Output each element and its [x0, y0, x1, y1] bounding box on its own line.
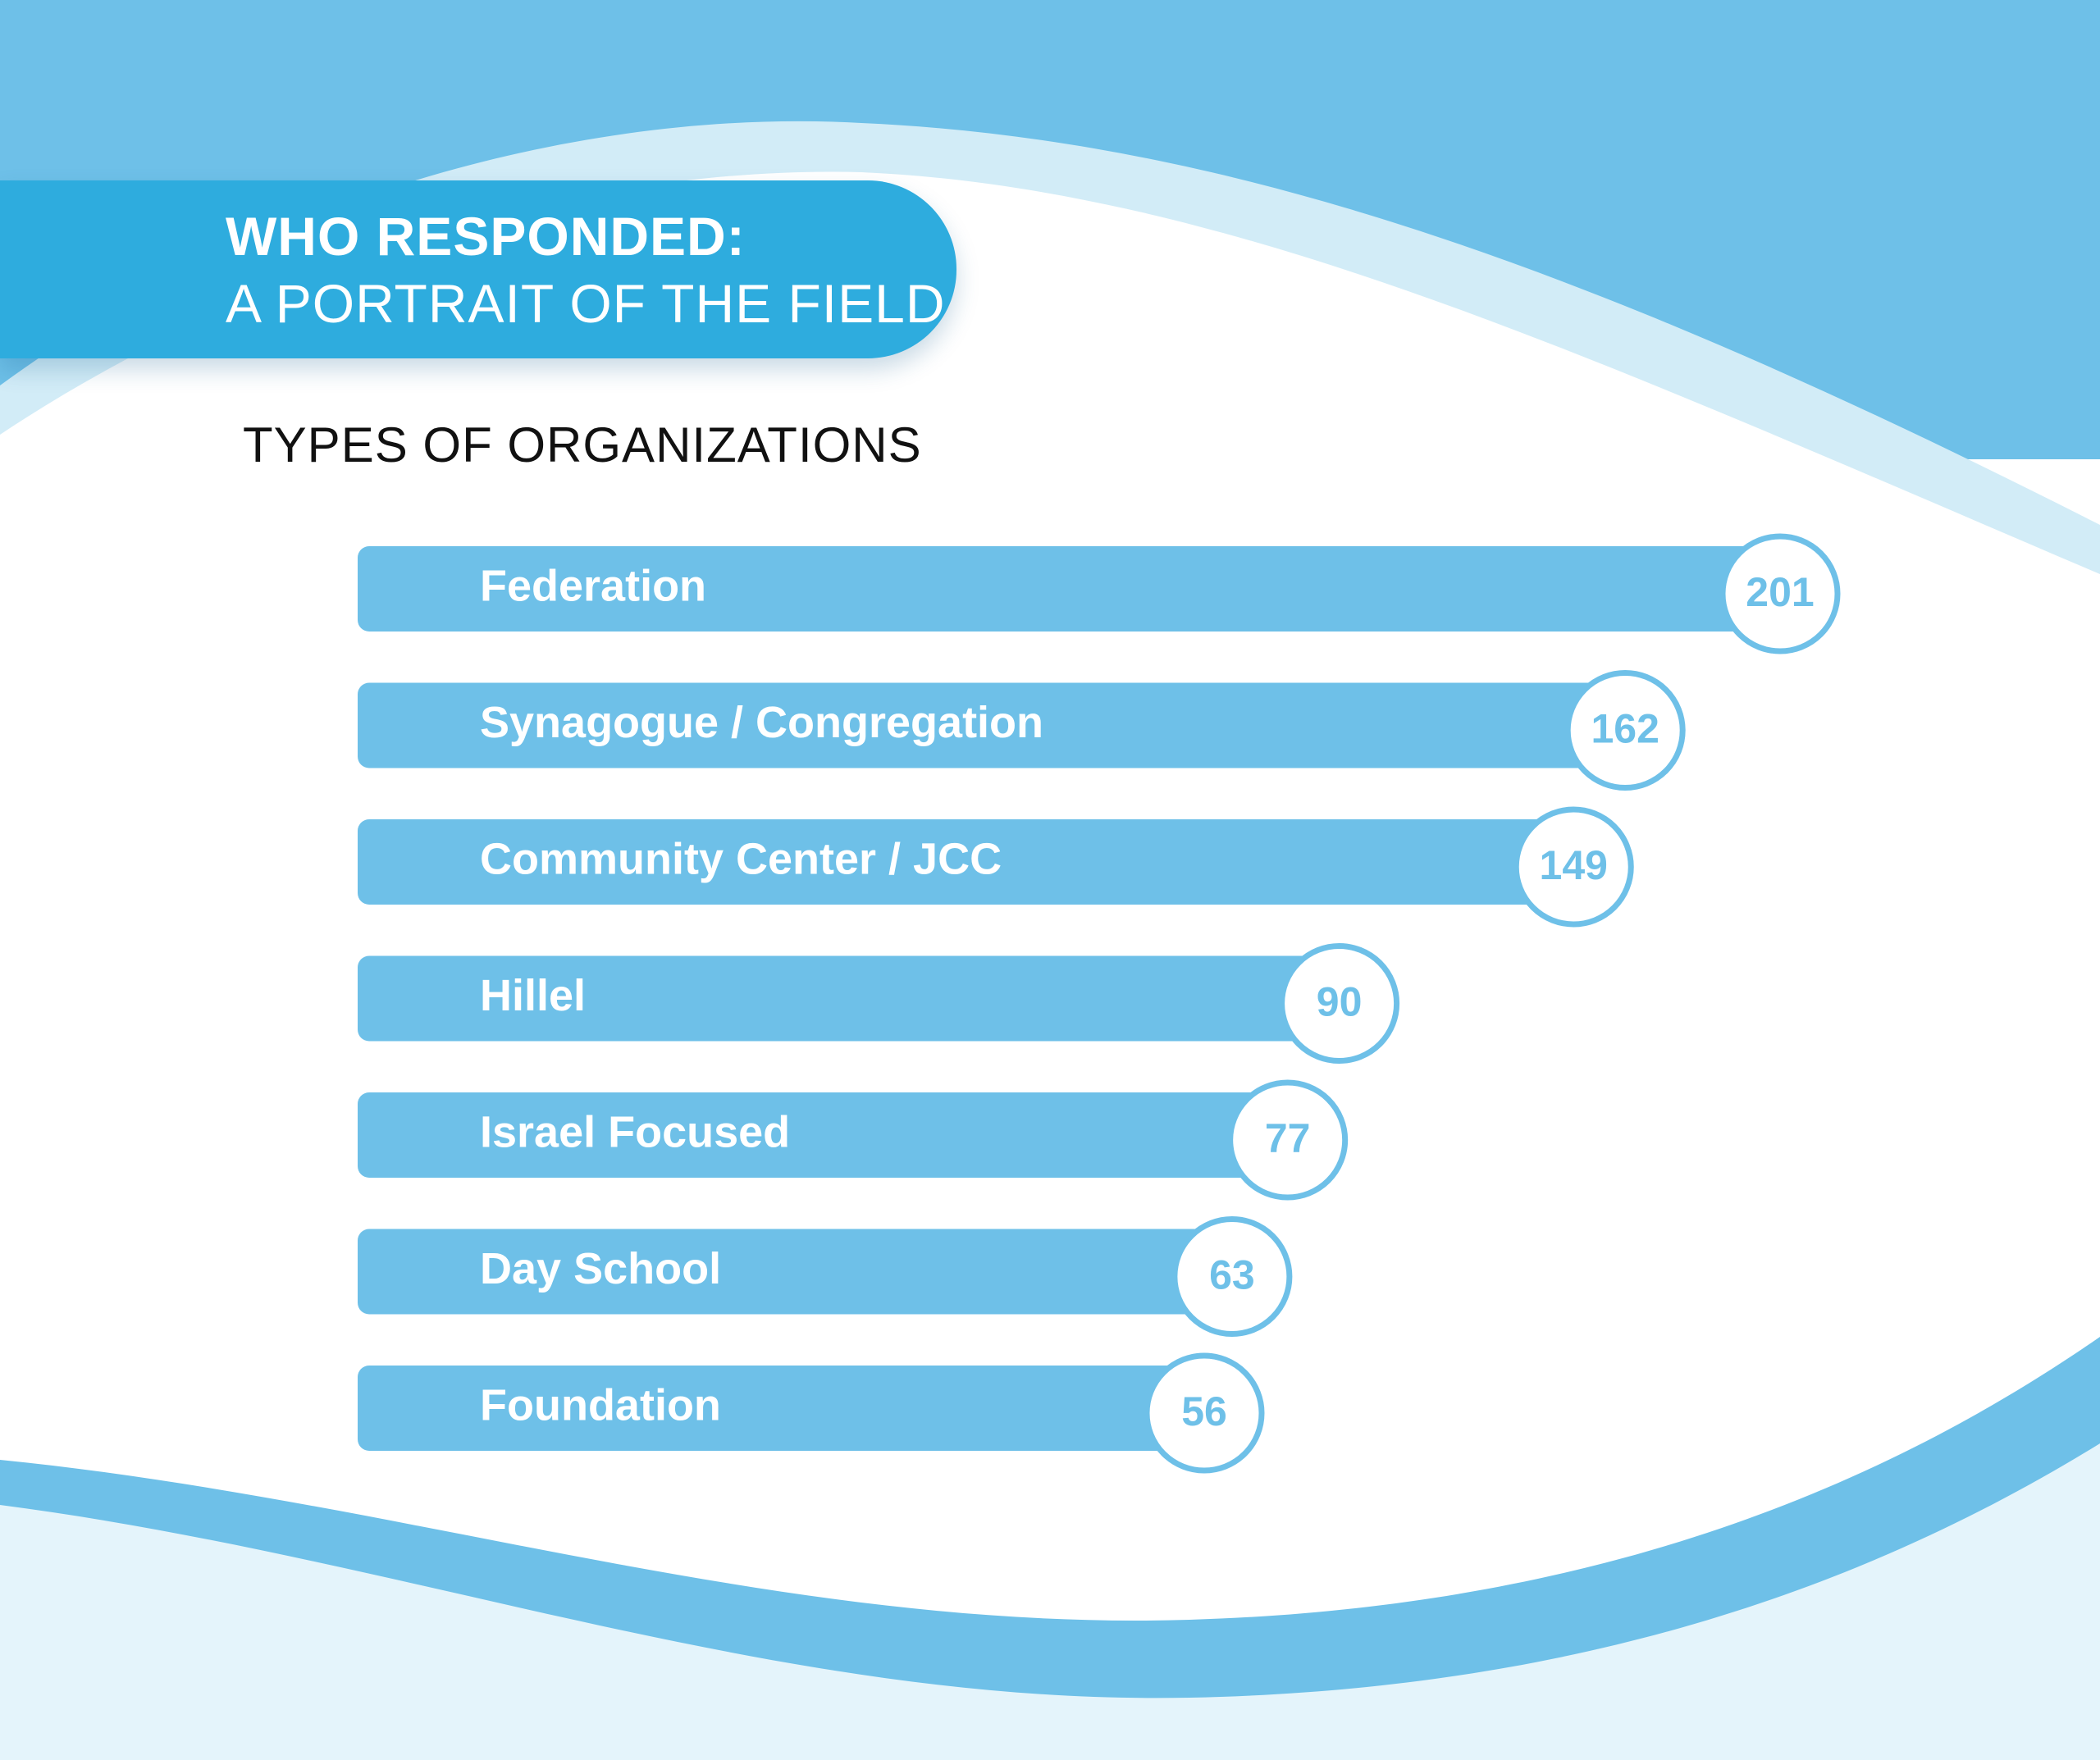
bar-label: Israel Focused: [480, 1107, 790, 1156]
bar-label: Foundation: [480, 1380, 721, 1429]
bottom-wave-light: [0, 1443, 2100, 1760]
value-badge: [1719, 533, 1841, 654]
value-badge: [1227, 1079, 1349, 1201]
chart-title: TYPES OF ORGANIZATIONS: [243, 417, 922, 472]
bar-label: Community Center / JCC: [480, 834, 1002, 883]
bar: [358, 1092, 1288, 1178]
bar: [358, 682, 1626, 768]
bar-value: 162: [1591, 706, 1659, 752]
bar: [358, 1366, 1204, 1451]
bar-label: Day School: [480, 1244, 721, 1293]
value-badge: [1513, 806, 1634, 928]
header-subtitle: A PORTRAIT OF THE FIELD: [226, 273, 946, 334]
bar: [358, 955, 1340, 1042]
value-badge: [1171, 1216, 1293, 1337]
bar: [358, 1229, 1232, 1315]
header-title: WHO RESPONDED:: [226, 206, 746, 267]
value-badge: [1279, 943, 1400, 1064]
value-badge: [1144, 1352, 1265, 1474]
bar-label: Federation: [480, 561, 706, 610]
bar: [358, 546, 1780, 632]
bar-value: 56: [1181, 1388, 1227, 1434]
bar-value: 201: [1746, 569, 1814, 615]
bar-value: 63: [1209, 1252, 1255, 1298]
bar: [358, 819, 1574, 905]
bar-label: Hillel: [480, 971, 586, 1020]
header-banner: [0, 180, 956, 358]
bar-value: 77: [1265, 1115, 1311, 1161]
bar-label: Synagogue / Congregation: [480, 698, 1043, 747]
value-badge: [1564, 670, 1686, 791]
bar-value: 149: [1540, 842, 1608, 888]
bar-value: 90: [1317, 979, 1363, 1025]
